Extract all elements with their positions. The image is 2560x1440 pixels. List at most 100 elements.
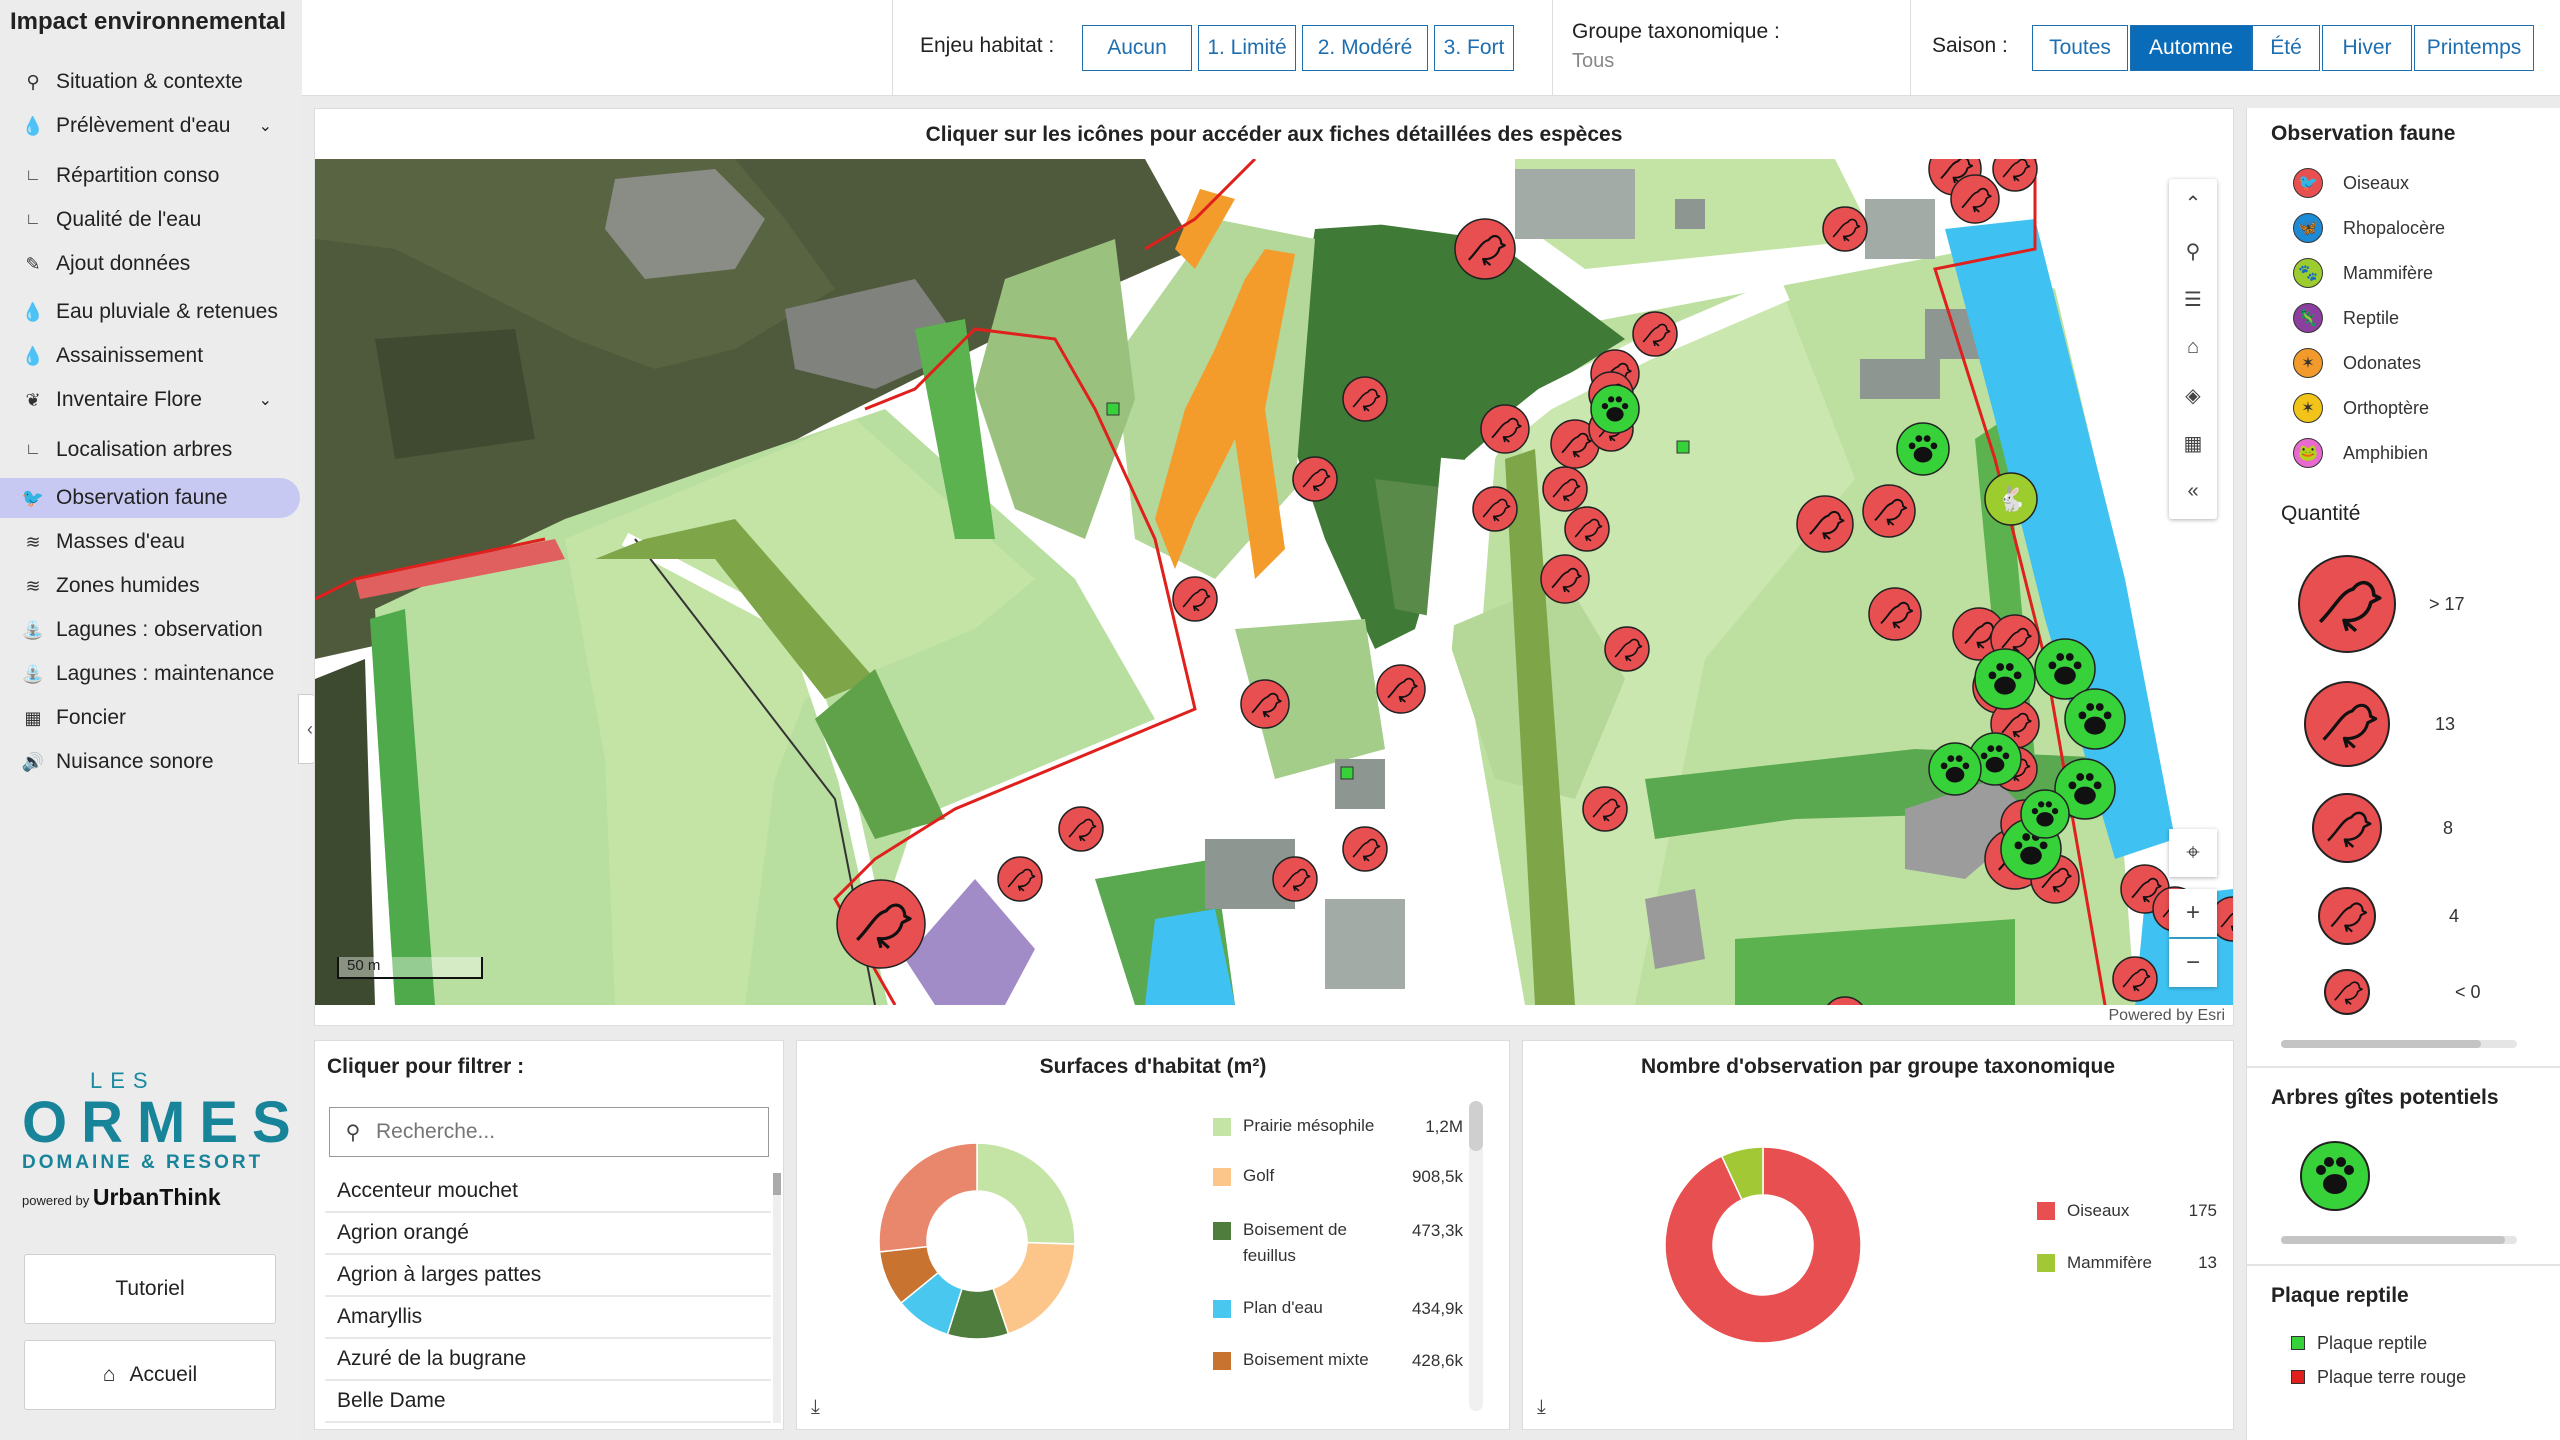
saison-option[interactable]: Été [2252, 25, 2320, 71]
bird-observation-marker[interactable] [1292, 456, 1338, 502]
enjeu-option[interactable]: 2. Modéré [1302, 25, 1428, 71]
paw-observation-marker[interactable] [1974, 648, 2036, 710]
bird-observation-marker[interactable] [1564, 506, 1610, 552]
legend-item[interactable]: 🦋 Rhopalocère [2293, 211, 2445, 245]
nav-item[interactable]: ⛲ Lagunes : observation [0, 610, 300, 650]
layers-icon[interactable]: ◈ [2185, 384, 2201, 407]
paw-observation-marker[interactable] [1896, 422, 1950, 476]
home-icon[interactable]: ⌂ [2186, 335, 2200, 358]
bird-observation-marker[interactable] [1582, 786, 1628, 832]
paw-observation-marker[interactable] [2054, 758, 2116, 820]
map-view[interactable]: 🐇 [315, 159, 2233, 1005]
taxo-legend-item[interactable]: Mammifère 13 [2037, 1253, 2217, 1273]
saison-option[interactable]: Automne [2130, 25, 2252, 71]
search-icon[interactable]: ⚲ [2185, 240, 2201, 263]
groupe-taxo-select[interactable]: Tous [1572, 50, 1615, 72]
paw-observation-marker[interactable] [1590, 384, 1640, 434]
bird-observation-marker[interactable] [1950, 174, 2000, 224]
bird-observation-marker[interactable] [1868, 587, 1922, 641]
enjeu-option[interactable]: 1. Limité [1198, 25, 1296, 71]
observation-markers[interactable]: 🐇 [836, 159, 2233, 1005]
legend-item[interactable]: 🦎 Reptile [2293, 301, 2399, 335]
nav-item[interactable]: 💧 Assainissement [0, 336, 300, 376]
plaque-item[interactable]: Plaque terre rouge [2291, 1362, 2466, 1392]
list-item[interactable]: Agrion à larges pattes [325, 1255, 771, 1297]
enjeu-option[interactable]: Aucun [1082, 25, 1192, 71]
bird-observation-marker[interactable] [1796, 495, 1854, 553]
list-item[interactable]: Amaryllis [325, 1297, 771, 1339]
bird-observation-marker[interactable] [1542, 466, 1588, 512]
nav-item[interactable]: ❦ Inventaire Flore ⌄ [0, 380, 300, 420]
habitat-legend-scrollbar[interactable] [1469, 1101, 1483, 1411]
nav-item[interactable]: ▦ Foncier [0, 698, 300, 738]
bird-observation-marker[interactable] [1240, 679, 1290, 729]
bird-observation-marker[interactable] [1480, 404, 1530, 454]
bird-observation-marker[interactable] [1272, 856, 1318, 902]
amphibian-observation-marker[interactable]: 🐇 [1984, 472, 2038, 526]
tutorial-button[interactable]: Tutoriel [24, 1254, 276, 1324]
legend-item[interactable]: 🐸 Amphibien [2293, 436, 2428, 470]
list-item[interactable]: Agrion orangé [325, 1213, 771, 1255]
donut-slice[interactable] [992, 1241, 1076, 1335]
habitat-legend-item[interactable]: Boisement mixte 428,6k [1213, 1350, 1463, 1373]
bird-observation-marker[interactable] [1632, 311, 1678, 357]
paw-observation-marker[interactable] [2034, 638, 2096, 700]
nav-item[interactable]: ∟ Qualité de l'eau [0, 200, 300, 240]
bird-observation-marker[interactable] [1992, 159, 2038, 192]
paw-observation-marker[interactable] [2020, 789, 2070, 839]
nav-item[interactable]: 💧 Eau pluviale & retenues [0, 292, 300, 332]
list-item[interactable]: Accenteur mouchet [325, 1171, 771, 1213]
donut-slice[interactable] [976, 1142, 1076, 1245]
bird-observation-marker[interactable] [1454, 218, 1516, 280]
saison-option[interactable]: Toutes [2032, 25, 2128, 71]
nav-item[interactable]: ⚲ Situation & contexte [0, 62, 300, 102]
legend-item[interactable]: 🐦 Oiseaux [2293, 166, 2409, 200]
donut-slice[interactable] [1664, 1146, 1862, 1344]
locate-icon[interactable]: ⌖ [2169, 829, 2217, 877]
saison-option[interactable]: Printemps [2414, 25, 2534, 71]
habitat-legend-item[interactable]: Plan d'eau 434,9k [1213, 1298, 1463, 1321]
bird-observation-marker[interactable] [1342, 376, 1388, 422]
bird-observation-marker[interactable] [1058, 806, 1104, 852]
bird-observation-marker[interactable] [1862, 484, 1916, 538]
list-item[interactable]: Azuré de la bugrane [325, 1339, 771, 1381]
donut-slice[interactable] [878, 1142, 978, 1253]
list-item[interactable]: Belle Dame [325, 1381, 771, 1423]
species-list-scrollbar[interactable] [773, 1173, 781, 1423]
collapse-up-icon[interactable]: ⌃ [2184, 192, 2202, 215]
habitat-legend-item[interactable]: Prairie mésophile 1,2M [1213, 1116, 1463, 1139]
home-button[interactable]: ⌂ Accueil [24, 1340, 276, 1410]
habitat-legend-item[interactable]: Boisement de feuillus 473,3k [1213, 1220, 1463, 1269]
paw-observation-marker[interactable] [1928, 742, 1982, 796]
bird-observation-marker[interactable] [1376, 664, 1426, 714]
donut-slice[interactable] [1720, 1146, 1764, 1201]
bird-observation-marker[interactable] [1472, 486, 1518, 532]
download-icon[interactable]: ⤓ [811, 1396, 820, 1418]
species-search-input[interactable] [376, 1120, 756, 1144]
download-icon[interactable]: ⤓ [1537, 1396, 1546, 1418]
nav-item[interactable]: ≋ Zones humides [0, 566, 300, 606]
habitat-legend-item[interactable]: Golf 908,5k [1213, 1166, 1463, 1189]
taxo-donut-chart[interactable] [1663, 1145, 1863, 1345]
list-icon[interactable]: ☰ [2184, 288, 2202, 311]
qr-code-icon[interactable]: ▦ [2183, 432, 2203, 455]
bird-observation-marker[interactable] [1342, 826, 1388, 872]
habitat-donut-chart[interactable] [877, 1141, 1077, 1341]
chevron-down-icon[interactable]: ⌄ [258, 118, 272, 135]
nav-item[interactable]: 💧 Prélèvement d'eau ⌄ [0, 106, 300, 146]
nav-item[interactable]: ∟ Localisation arbres [0, 430, 300, 470]
nav-item[interactable]: 🔊 Nuisance sonore [0, 742, 300, 782]
enjeu-option[interactable]: 3. Fort [1434, 25, 1514, 71]
legend-item[interactable]: ✶ Orthoptère [2293, 391, 2429, 425]
bird-observation-marker[interactable] [1823, 996, 1867, 1005]
nav-item[interactable]: ✎ Ajout données [0, 244, 300, 284]
zoom-in-icon[interactable]: + [2169, 889, 2217, 937]
legend-item[interactable]: ✶ Odonates [2293, 346, 2421, 380]
bird-observation-marker[interactable] [997, 856, 1043, 902]
chevron-down-icon[interactable]: ⌄ [258, 392, 272, 409]
arbres-scrollbar[interactable] [2281, 1236, 2517, 1244]
collapse-left-icon[interactable]: « [2187, 479, 2199, 502]
bird-observation-marker[interactable] [2112, 956, 2158, 1002]
paw-observation-marker[interactable] [2064, 688, 2126, 750]
paw-observation-marker[interactable] [1968, 732, 2022, 786]
